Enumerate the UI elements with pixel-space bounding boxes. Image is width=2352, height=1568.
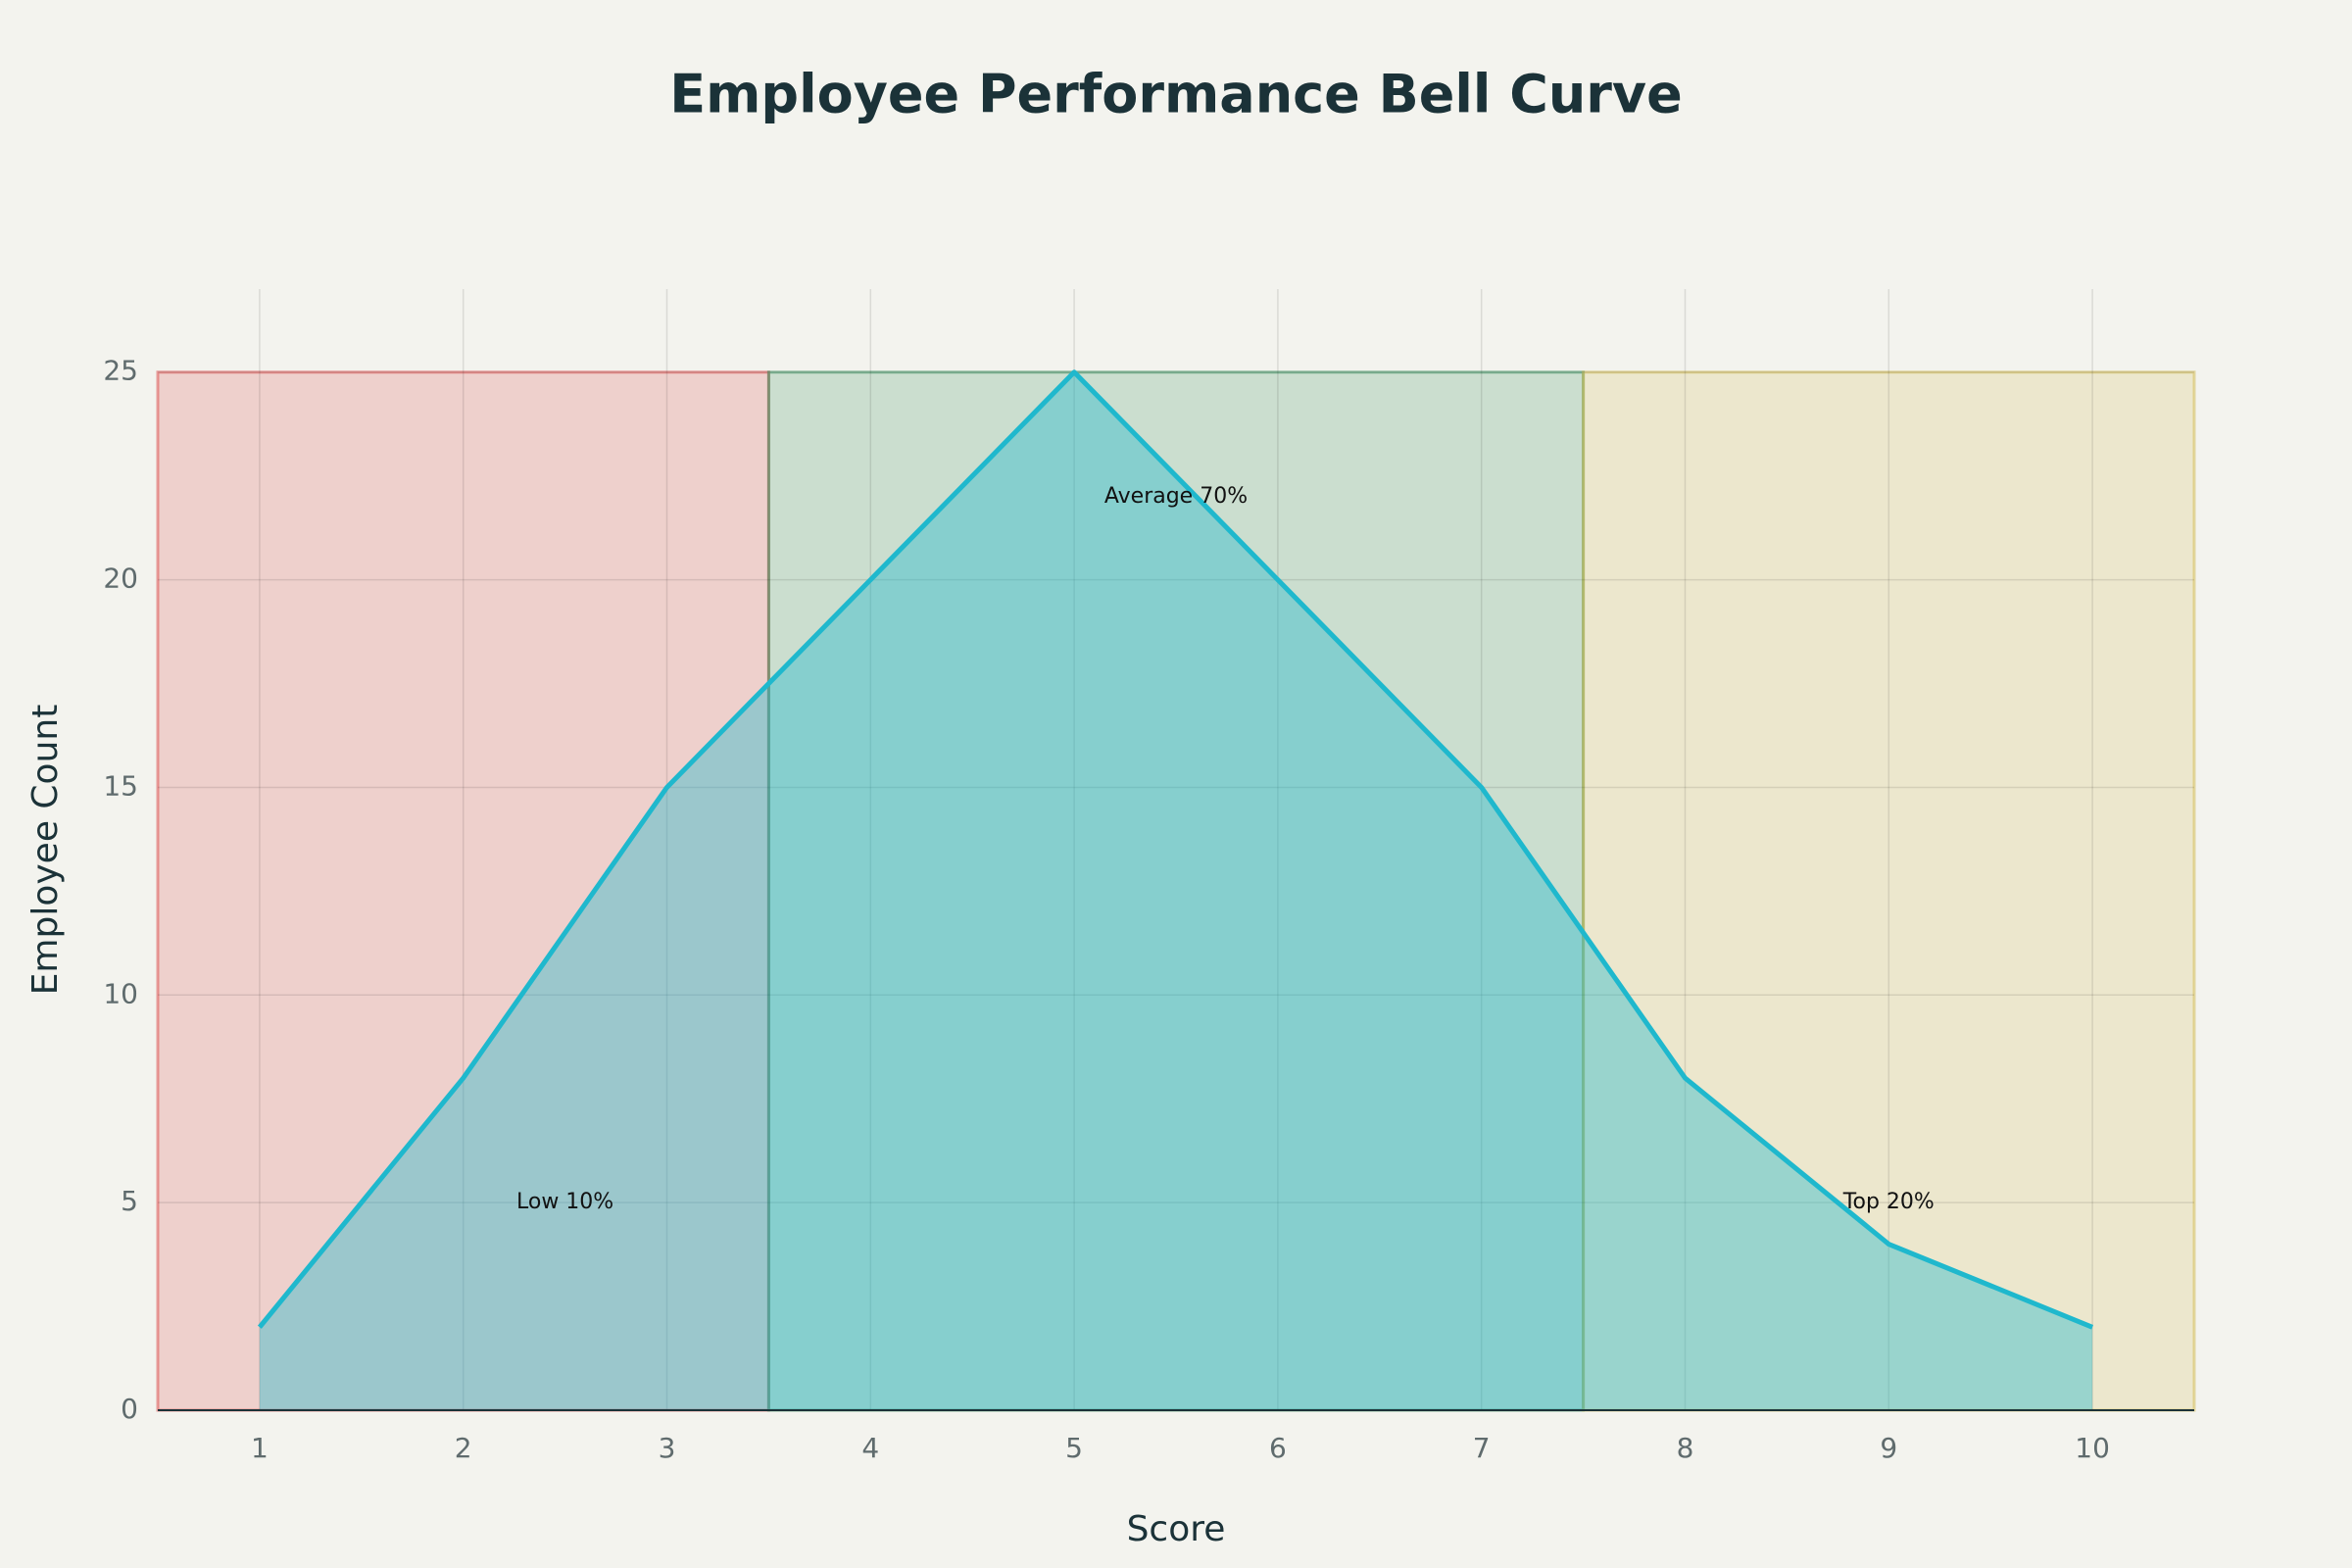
band <box>766 370 1586 1412</box>
y-tick-label: 20 <box>103 563 138 595</box>
x-tick-label: 3 <box>659 1432 676 1464</box>
area-line <box>257 369 2094 1330</box>
annotation: Average 70% <box>1104 484 1248 509</box>
annotation: Low 10% <box>516 1190 613 1214</box>
y-tick-label: 0 <box>121 1393 138 1425</box>
y-tick-label: 15 <box>103 769 138 802</box>
x-tick-label: 1 <box>251 1432 269 1464</box>
y-axis-title: Employee Count <box>25 705 66 996</box>
x-tick-label: 8 <box>1677 1432 1694 1464</box>
x-tick-label: 5 <box>1065 1432 1083 1464</box>
x-tick-label: 10 <box>2075 1432 2110 1464</box>
x-tick-label: 9 <box>1880 1432 1897 1464</box>
y-tick-label: 25 <box>103 355 138 387</box>
x-tick-label: 2 <box>455 1432 472 1464</box>
x-axis-title: Score <box>1127 1509 1226 1549</box>
x-tick-label: 7 <box>1473 1432 1491 1464</box>
y-tick-label: 10 <box>103 977 138 1009</box>
y-tick-label: 5 <box>121 1185 138 1217</box>
area-fill <box>259 371 2093 1411</box>
band <box>1582 370 2196 1412</box>
chart-title: Employee Performance Bell Curve <box>669 64 1682 125</box>
x-tick-label: 6 <box>1269 1432 1287 1464</box>
x-tick-label: 4 <box>861 1432 879 1464</box>
annotation: Top 20% <box>1842 1190 1935 1214</box>
band <box>156 370 770 1412</box>
